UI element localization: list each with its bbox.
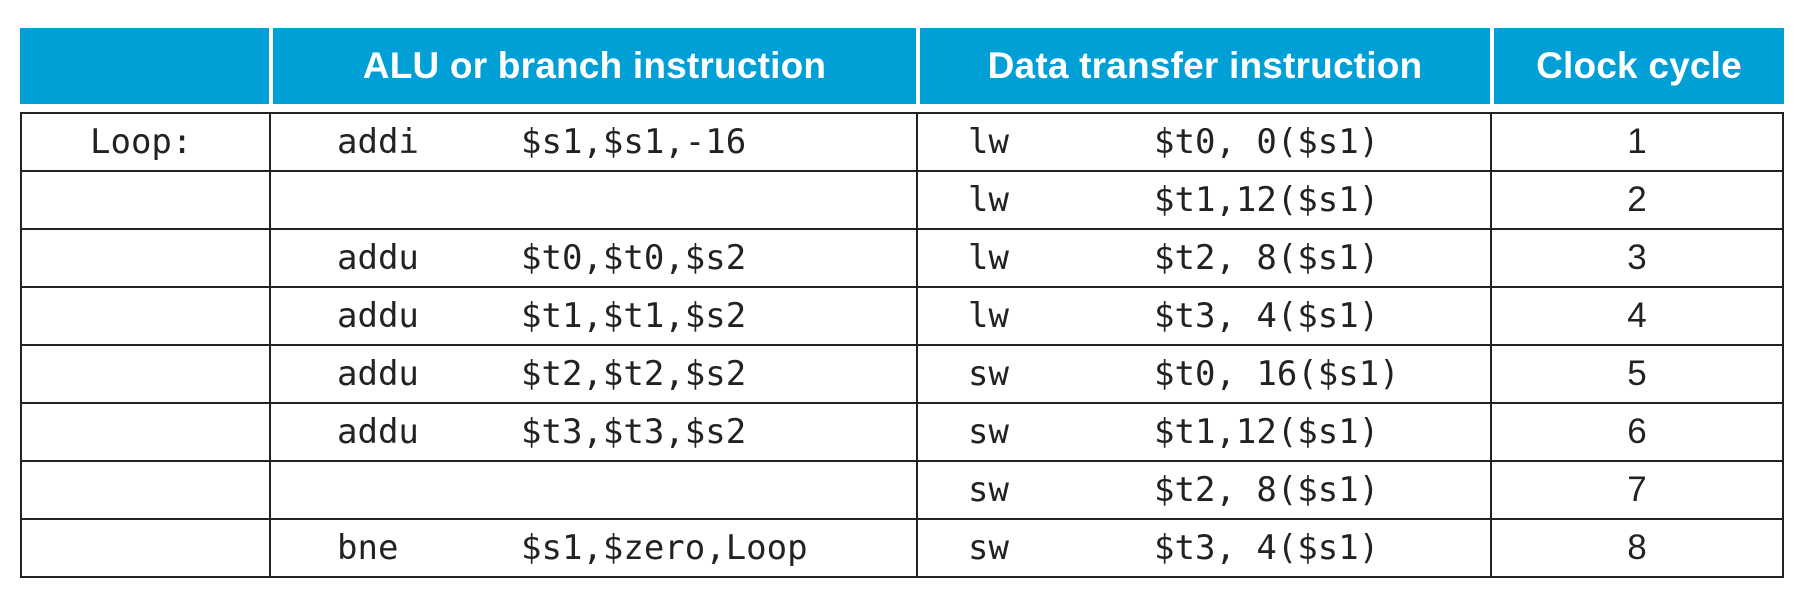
alu-operands: $s1,$s1,-16 [521, 122, 747, 162]
clock-cycle-cell: 2 [1490, 172, 1782, 228]
data-transfer-cell: lw $t1,12($s1) [916, 172, 1490, 228]
table-row: sw $t2, 8($s1) 7 [22, 462, 1782, 520]
alu-operands: $t2,$t2,$s2 [521, 354, 747, 394]
loop-label-cell [22, 346, 269, 402]
alu-opcode: bne [337, 528, 399, 568]
data-transfer-operands: $t3, 4($s1) [1154, 528, 1380, 568]
clock-cycle-value: 8 [1627, 528, 1647, 567]
alu-operands: $t3,$t3,$s2 [521, 412, 747, 452]
table-row: bne $s1,$zero,Loop sw $t3, 4($s1) 8 [22, 520, 1782, 578]
data-transfer-operands: $t1,12($s1) [1154, 180, 1380, 220]
data-transfer-opcode: lw [968, 296, 1009, 336]
data-transfer-cell: sw $t1,12($s1) [916, 404, 1490, 460]
data-transfer-opcode: lw [968, 238, 1009, 278]
alu-operands: $t1,$t1,$s2 [521, 296, 747, 336]
loop-label-cell [22, 230, 269, 286]
clock-cycle-value: 3 [1627, 238, 1647, 277]
clock-cycle-cell: 5 [1490, 346, 1782, 402]
data-transfer-opcode: sw [968, 528, 1009, 568]
loop-label-cell: Loop: [22, 114, 269, 170]
clock-cycle-value: 5 [1627, 354, 1647, 393]
alu-opcode: addu [337, 296, 419, 336]
data-transfer-cell: lw $t2, 8($s1) [916, 230, 1490, 286]
header-spacer [20, 104, 1784, 112]
clock-cycle-value: 2 [1627, 180, 1647, 219]
header-alu-branch: ALU or branch instruction [269, 28, 916, 104]
clock-cycle-value: 6 [1627, 412, 1647, 451]
alu-instruction-cell [269, 172, 916, 228]
data-transfer-operands: $t2, 8($s1) [1154, 470, 1380, 510]
alu-instruction-cell: bne $s1,$zero,Loop [269, 520, 916, 576]
table-row: addu $t0,$t0,$s2 lw $t2, 8($s1) 3 [22, 230, 1782, 288]
alu-instruction-cell: addu $t1,$t1,$s2 [269, 288, 916, 344]
alu-instruction-cell: addu $t3,$t3,$s2 [269, 404, 916, 460]
data-transfer-operands: $t0, 16($s1) [1154, 354, 1400, 394]
loop-label-cell [22, 520, 269, 576]
clock-cycle-cell: 4 [1490, 288, 1782, 344]
loop-label-cell [22, 288, 269, 344]
table-row: lw $t1,12($s1) 2 [22, 172, 1782, 230]
data-transfer-operands: $t0, 0($s1) [1154, 122, 1380, 162]
table-row: Loop: addi $s1,$s1,-16 lw $t0, 0($s1) 1 [22, 114, 1782, 172]
data-transfer-opcode: sw [968, 470, 1009, 510]
loop-label-cell [22, 462, 269, 518]
alu-instruction-cell: addu $t0,$t0,$s2 [269, 230, 916, 286]
data-transfer-operands: $t1,12($s1) [1154, 412, 1380, 452]
table-row: addu $t3,$t3,$s2 sw $t1,12($s1) 6 [22, 404, 1782, 462]
alu-operands: $t0,$t0,$s2 [521, 238, 747, 278]
table-row: addu $t1,$t1,$s2 lw $t3, 4($s1) 4 [22, 288, 1782, 346]
loop-label: Loop: [90, 122, 193, 162]
clock-cycle-cell: 8 [1490, 520, 1782, 576]
alu-instruction-cell: addi $s1,$s1,-16 [269, 114, 916, 170]
alu-instruction-cell: addu $t2,$t2,$s2 [269, 346, 916, 402]
alu-opcode: addu [337, 238, 419, 278]
clock-cycle-value: 7 [1627, 470, 1647, 509]
header-data-transfer: Data transfer instruction [916, 28, 1490, 104]
instruction-schedule-table: ALU or branch instruction Data transfer … [20, 28, 1784, 578]
data-transfer-opcode: lw [968, 122, 1009, 162]
clock-cycle-cell: 6 [1490, 404, 1782, 460]
clock-cycle-cell: 1 [1490, 114, 1782, 170]
data-transfer-cell: lw $t0, 0($s1) [916, 114, 1490, 170]
clock-cycle-value: 1 [1627, 122, 1647, 161]
data-transfer-opcode: sw [968, 412, 1009, 452]
header-clock-cycle: Clock cycle [1490, 28, 1784, 104]
data-transfer-operands: $t2, 8($s1) [1154, 238, 1380, 278]
table-row: addu $t2,$t2,$s2 sw $t0, 16($s1) 5 [22, 346, 1782, 404]
alu-instruction-cell [269, 462, 916, 518]
table-body: Loop: addi $s1,$s1,-16 lw $t0, 0($s1) 1 … [20, 112, 1784, 578]
data-transfer-operands: $t3, 4($s1) [1154, 296, 1380, 336]
alu-operands: $s1,$zero,Loop [521, 528, 808, 568]
clock-cycle-cell: 7 [1490, 462, 1782, 518]
header-label-column [20, 28, 269, 104]
data-transfer-cell: sw $t0, 16($s1) [916, 346, 1490, 402]
data-transfer-opcode: lw [968, 180, 1009, 220]
loop-label-cell [22, 172, 269, 228]
data-transfer-cell: sw $t2, 8($s1) [916, 462, 1490, 518]
data-transfer-cell: lw $t3, 4($s1) [916, 288, 1490, 344]
table-header: ALU or branch instruction Data transfer … [20, 28, 1784, 104]
data-transfer-cell: sw $t3, 4($s1) [916, 520, 1490, 576]
clock-cycle-value: 4 [1627, 296, 1647, 335]
alu-opcode: addu [337, 412, 419, 452]
alu-opcode: addu [337, 354, 419, 394]
alu-opcode: addi [337, 122, 419, 162]
clock-cycle-cell: 3 [1490, 230, 1782, 286]
loop-label-cell [22, 404, 269, 460]
data-transfer-opcode: sw [968, 354, 1009, 394]
